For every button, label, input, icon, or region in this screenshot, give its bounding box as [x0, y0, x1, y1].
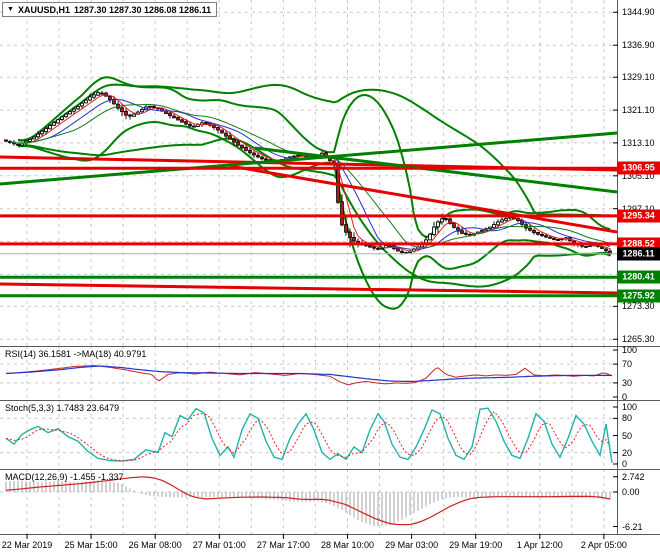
macd-histogram — [5, 480, 611, 527]
time-axis-label: 22 Mar 2019 — [1, 540, 53, 550]
price-axis-label: 1265.30 — [622, 334, 655, 345]
moving-averages — [9, 94, 611, 252]
price-axis-label: 1305.10 — [622, 170, 655, 181]
stoch-axis-label: 20 — [622, 447, 633, 458]
stoch-panel[interactable] — [5, 407, 613, 464]
price-axis-label: 1336.90 — [622, 40, 655, 51]
time-axis-strip — [0, 534, 660, 560]
price-level-badge: 1306.95 — [617, 161, 660, 175]
time-axis-label: 25 Mar 15:00 — [64, 540, 118, 550]
time-axis-label: 29 Mar 03:00 — [385, 540, 439, 550]
price-axis-label: 1321.10 — [622, 105, 655, 116]
price-axis-label: 1344.90 — [622, 7, 655, 18]
bid-price-badge: 1286.11 — [617, 247, 660, 261]
time-axis-label: 28 Mar 10:00 — [320, 540, 375, 550]
price-level-badge: 1280.41 — [617, 270, 660, 284]
price-level-badge: 1288.52 — [617, 237, 660, 251]
stoch-axis-label: 80 — [622, 413, 633, 424]
sr-level-lines[interactable] — [0, 166, 617, 298]
symbol-timeframe-label: XAUUSD,H1 — [17, 4, 70, 15]
panel-borders — [0, 0, 660, 535]
time-axis-label: 2 Apr 05:00 — [580, 540, 627, 550]
stoch-indicator-label: Stoch(5,3,3) 1.7483 23.6479 — [5, 403, 120, 413]
price-axis-label: 1329.10 — [622, 72, 655, 83]
price-axis-label: 1297.10 — [622, 204, 655, 214]
rsi-axis-label: 100 — [622, 345, 638, 355]
stoch-axis-label: 100 — [622, 402, 638, 412]
macd-panel[interactable] — [5, 476, 611, 527]
symbol-title-box[interactable]: ▼ XAUUSD,H1 1287.30 1287.30 1286.08 1286… — [2, 2, 218, 17]
time-axis-label: 27 Mar 01:00 — [192, 540, 246, 550]
stoch-axis-label: 50 — [622, 430, 633, 441]
time-axis-label: 1 Apr 12:00 — [516, 540, 563, 550]
rsi-indicator-label: RSI(14) 36.1581 ->MA(18) 40.9791 — [5, 349, 147, 359]
rsi-panel[interactable] — [5, 365, 613, 386]
price-level-badge: 1295.34 — [617, 209, 660, 223]
price-axis-label: 1273.30 — [622, 301, 655, 312]
axis-ticks — [26, 11, 618, 539]
rsi-axis-label: 0 — [622, 392, 628, 402]
ohlc-values: 1287.30 1287.30 1286.08 1286.11 — [73, 4, 212, 15]
price-level-badge: 1275.92 — [617, 289, 660, 303]
macd-axis-label: 0.00 — [622, 487, 640, 497]
time-axis-label: 26 Mar 08:00 — [128, 540, 182, 550]
time-axis-label: 27 Mar 17:00 — [256, 540, 310, 550]
time-axis-label: 29 Mar 19:00 — [449, 540, 503, 550]
chevron-down-icon[interactable]: ▼ — [7, 5, 14, 13]
trendlines[interactable] — [0, 131, 617, 295]
macd-axis-label: 2.742 — [622, 471, 645, 482]
rsi-axis-label: 30 — [622, 377, 633, 388]
price-axis-label: 1313.10 — [622, 137, 655, 148]
rsi-axis-label: 70 — [622, 359, 633, 370]
macd-indicator-label: MACD(12,26,9) -1.455 -1.337 — [5, 472, 124, 482]
candles — [4, 90, 612, 257]
macd-axis-label: -6.21 — [622, 521, 643, 532]
stoch-axis-label: 0 — [622, 459, 628, 469]
